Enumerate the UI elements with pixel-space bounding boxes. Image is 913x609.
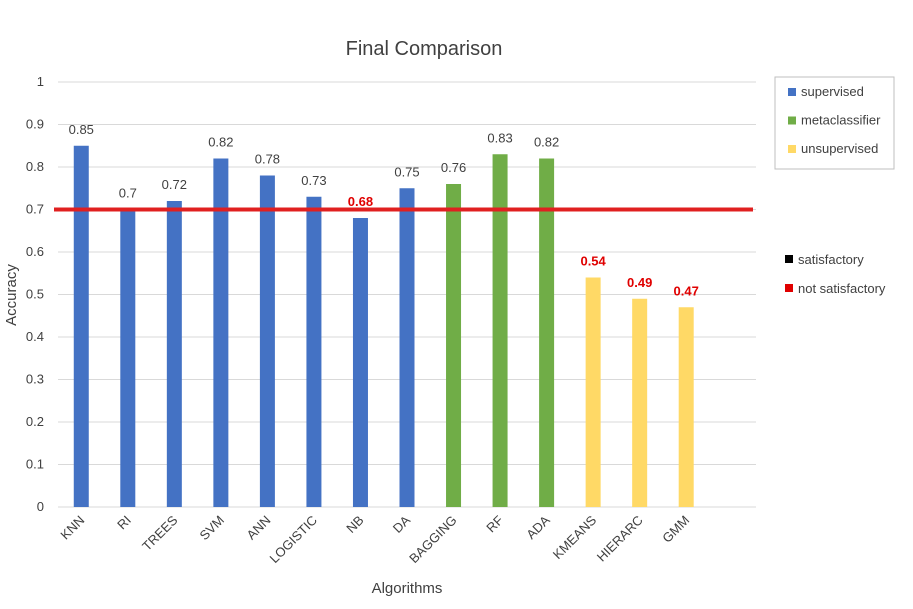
x-tick-label: GMM bbox=[659, 513, 692, 546]
y-tick-label: 0.4 bbox=[26, 329, 44, 344]
data-label: 0.7 bbox=[119, 186, 137, 201]
y-tick-label: 0.5 bbox=[26, 287, 44, 302]
data-labels: 0.85 0.7 0.72 0.82 0.78 0.73 0.68 0.75 0.76 0.83 0… bbox=[69, 122, 699, 299]
bar bbox=[213, 158, 229, 507]
legend-series: supervised metaclassifier unsupervised bbox=[788, 84, 881, 156]
bars bbox=[73, 145, 694, 507]
legend: supervised metaclassifier unsupervised bbox=[774, 76, 895, 170]
x-tick-label: SVM bbox=[196, 513, 227, 544]
legend-swatch bbox=[788, 88, 796, 96]
status-label: not satisfactory bbox=[798, 281, 886, 296]
x-tick-label: ANN bbox=[244, 513, 274, 543]
chart-title: Final Comparison bbox=[346, 38, 503, 60]
x-tick-label: TREES bbox=[139, 512, 180, 553]
x-tick-label: ADA bbox=[523, 512, 553, 542]
status-legend: satisfactory not satisfactory bbox=[785, 252, 886, 296]
bar bbox=[120, 209, 136, 507]
x-tick-label: BAGGING bbox=[406, 513, 460, 567]
data-label: 0.73 bbox=[301, 173, 326, 188]
x-tick-label: LOGISTIC bbox=[267, 513, 321, 567]
y-tick-label: 0 bbox=[37, 499, 44, 514]
data-label: 0.76 bbox=[441, 160, 466, 175]
legend-label: metaclassifier bbox=[801, 113, 881, 128]
data-label: 0.47 bbox=[674, 283, 699, 298]
bar bbox=[492, 154, 508, 507]
bar bbox=[352, 218, 368, 507]
bar bbox=[446, 184, 462, 507]
bar bbox=[632, 298, 648, 507]
y-tick-label: 0.1 bbox=[26, 457, 44, 472]
y-tick-label: 0.6 bbox=[26, 244, 44, 259]
x-tick-label: KMEANS bbox=[550, 512, 600, 562]
bar bbox=[678, 307, 694, 507]
y-tick-label: 0.3 bbox=[26, 372, 44, 387]
data-label: 0.83 bbox=[487, 130, 512, 145]
data-label: 0.72 bbox=[162, 177, 187, 192]
y-axis-title: Accuracy bbox=[3, 264, 20, 326]
data-label: 0.68 bbox=[348, 194, 373, 209]
y-tick-label: 0.8 bbox=[26, 159, 44, 174]
legend-swatch bbox=[788, 145, 796, 153]
y-tick-label: 1 bbox=[37, 74, 44, 89]
bar bbox=[259, 175, 275, 507]
legend-label: unsupervised bbox=[801, 141, 878, 156]
data-label: 0.75 bbox=[394, 164, 419, 179]
data-label: 0.78 bbox=[255, 152, 280, 167]
x-tick-label: KNN bbox=[57, 513, 87, 543]
y-tick-label: 0.7 bbox=[26, 202, 44, 217]
data-label: 0.85 bbox=[69, 122, 94, 137]
data-label: 0.82 bbox=[208, 135, 233, 150]
data-label: 0.54 bbox=[580, 254, 606, 269]
x-tick-label: DA bbox=[390, 512, 414, 536]
legend-swatch bbox=[788, 116, 796, 125]
x-tick-label: RI bbox=[114, 513, 134, 533]
data-label: 0.82 bbox=[534, 135, 559, 150]
bar bbox=[399, 188, 415, 507]
legend-label: supervised bbox=[801, 84, 864, 99]
status-label: satisfactory bbox=[798, 252, 864, 267]
y-axis-ticks: 0 0.1 0.2 0.3 0.4 0.5 0.6 0.7 0.8 0.9 1 bbox=[26, 74, 44, 514]
x-axis-title: Algorithms bbox=[372, 580, 443, 597]
bar bbox=[585, 277, 601, 507]
y-tick-label: 0.2 bbox=[26, 414, 44, 429]
y-tick-label: 0.9 bbox=[26, 117, 44, 132]
bar bbox=[73, 145, 89, 507]
x-tick-label: HIERARC bbox=[594, 513, 646, 565]
bar bbox=[539, 158, 555, 507]
bar bbox=[306, 196, 322, 507]
status-swatch bbox=[785, 255, 793, 263]
status-swatch bbox=[785, 284, 793, 292]
bar bbox=[166, 201, 182, 507]
data-label: 0.49 bbox=[627, 275, 652, 290]
x-tick-label: NB bbox=[343, 513, 366, 536]
x-tick-label: RF bbox=[483, 512, 506, 535]
